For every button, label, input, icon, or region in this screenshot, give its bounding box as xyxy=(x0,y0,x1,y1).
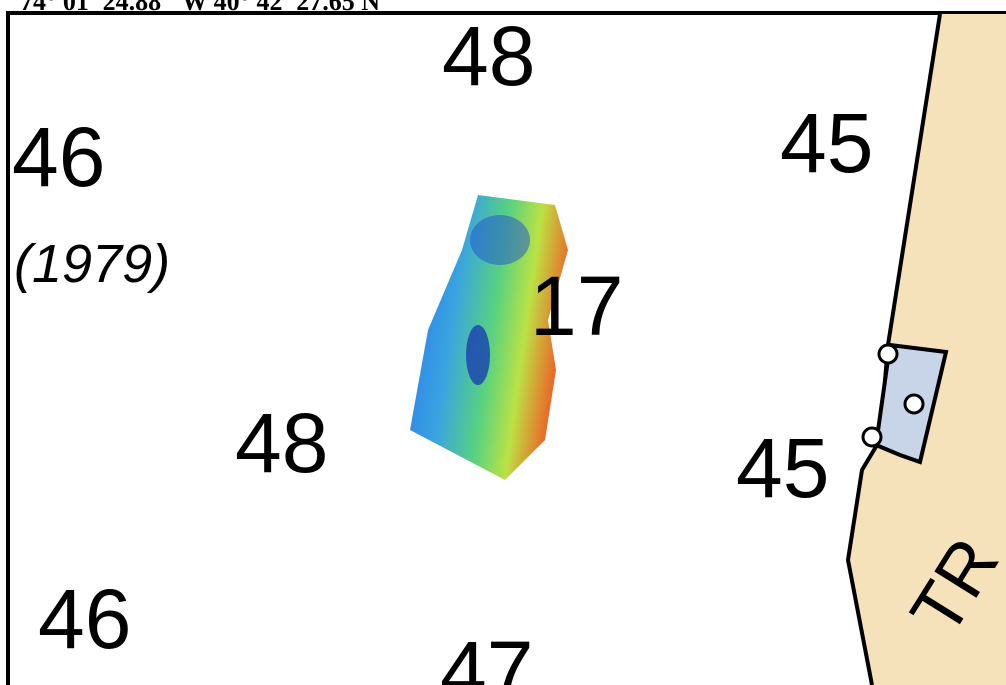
sounding: 17 xyxy=(530,259,623,353)
bathymetry-deep-spot xyxy=(470,215,530,265)
survey-year: (1979) xyxy=(14,234,170,294)
sounding: 48 xyxy=(235,396,328,490)
sounding: 47 xyxy=(440,624,533,685)
sounding: 46 xyxy=(12,110,105,204)
mooring-marker xyxy=(879,345,897,363)
bathymetry-deep-spot xyxy=(466,325,490,385)
sounding: 48 xyxy=(442,9,535,103)
sounding: 45 xyxy=(736,421,829,515)
sounding: 46 xyxy=(38,572,131,666)
mooring-marker xyxy=(863,428,881,446)
sounding: 45 xyxy=(780,96,873,190)
chart-view: 74° 01' 24.88" W 40° 42' 27.65 N 48 46 (… xyxy=(0,0,1006,685)
mooring-marker xyxy=(905,395,923,413)
